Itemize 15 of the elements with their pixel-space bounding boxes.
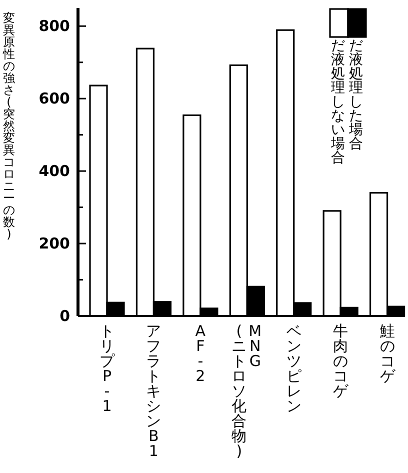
x-tick-label: ベンツピレン: [286, 322, 302, 415]
y-tick-label: 800: [38, 17, 70, 36]
text: 変異原性の強さ(突然変異コロニーの数): [3, 11, 15, 241]
category-label: アフラトキシンB1: [146, 322, 162, 460]
y-tick-label: 0: [60, 307, 70, 325]
y-tick-label: 600: [38, 90, 70, 108]
x-tick-label: AF-2: [194, 322, 207, 385]
y-tick-label: 400: [38, 162, 70, 180]
x-tick-label: 牛肉のコゲ: [333, 322, 348, 400]
x-tick-label: トリプP-1: [100, 322, 114, 415]
category-label: MNG (ニトロソ化合物): [232, 322, 262, 460]
legend-label: だ液処理した場合: [349, 38, 363, 152]
y-tick-label: 200: [38, 234, 70, 253]
text: だ液処理しない場合: [331, 38, 345, 166]
x-tick-label: 鮭のコゲ: [380, 322, 395, 385]
